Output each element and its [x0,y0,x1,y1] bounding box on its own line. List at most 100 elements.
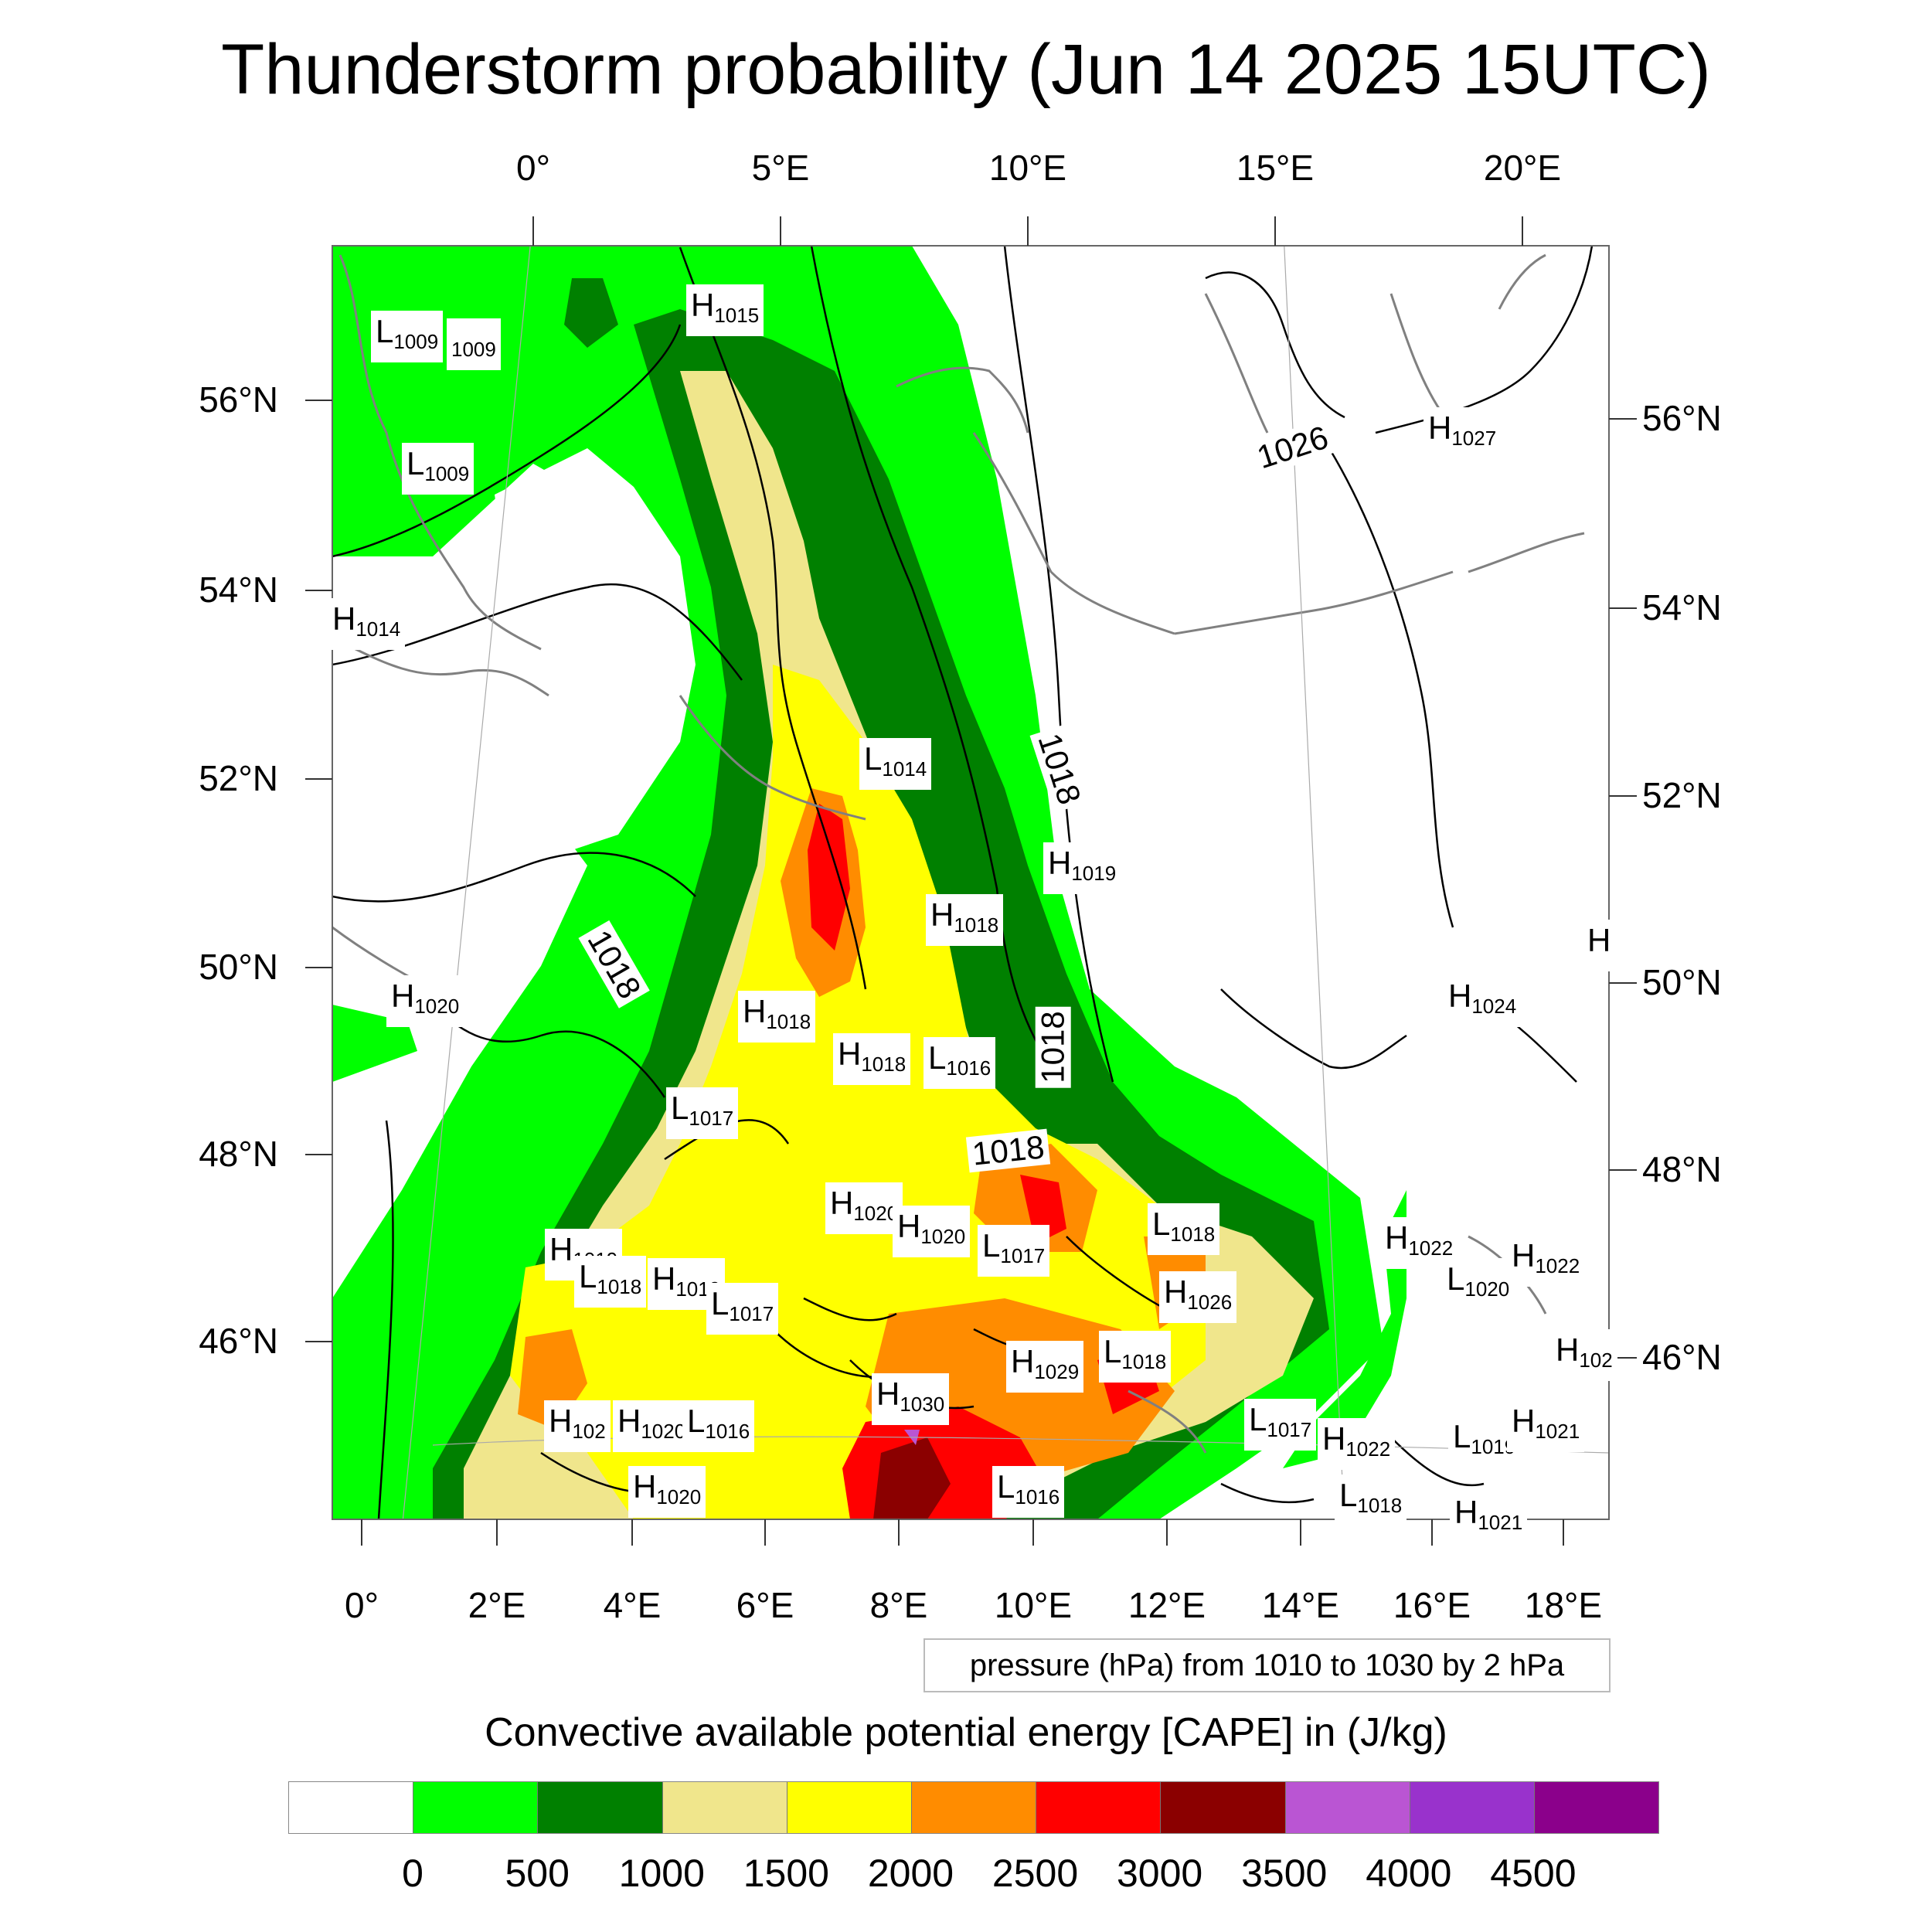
colorbar-label: 3500 [1241,1852,1328,1895]
axis-ticks [305,216,1637,1546]
right-lat-label: 56°N [1642,398,1722,438]
colorbar-label: 500 [505,1852,570,1895]
cape-field-white-gap [332,448,696,912]
bottom-lon-label: 12°E [1128,1585,1206,1625]
pressure-center-label: H1018 [738,991,816,1043]
pressure-center-label: L1018 [1148,1203,1220,1255]
top-lon-label: 20°E [1483,148,1562,188]
colorbar-swatch [662,1782,787,1833]
isobar-label: 1018 [1035,1006,1071,1088]
colorbar-label: 4000 [1366,1852,1452,1895]
pressure-center-label: H1024 [1444,975,1522,1027]
pressure-center-label: L1016 [923,1037,996,1089]
colorbar-swatch [1161,1782,1286,1833]
cape-field-green-e [1283,1190,1406,1468]
pressure-center-label: H1019 [1043,842,1121,894]
left-lat-label: 50°N [199,947,278,987]
pressure-center-label: H [1583,920,1616,971]
pressure-center-label: L1017 [666,1087,739,1139]
cape-field-white-gap [332,896,541,1028]
bottom-lon-label: 10°E [994,1585,1073,1625]
cape-field [332,246,1609,1519]
colorbar-swatch [1410,1782,1535,1833]
top-lon-label: 15°E [1236,148,1315,188]
pressure-center-label: H1014 [328,598,406,650]
pressure-center-label: H1018 [833,1033,911,1085]
right-lat-label: 50°N [1642,962,1722,1002]
colorbar-label: 2000 [867,1852,954,1895]
colorbar-swatch [911,1782,1037,1833]
colorbar-swatch [1285,1782,1410,1833]
pressure-center-label: H1020 [386,975,464,1027]
right-lat-label: 46°N [1642,1337,1722,1377]
isobars [332,246,1594,1519]
left-lat-label: 46°N [199,1321,278,1361]
colorbar-label: 0 [402,1852,423,1895]
pressure-center-label: L1018 [1335,1475,1407,1526]
pressure-center-label: H1020 [893,1206,971,1257]
colorbar-swatch [1534,1782,1659,1833]
pressure-center-label: L1018 [1099,1331,1172,1383]
colorbar-label: 1000 [618,1852,705,1895]
top-lon-label: 0° [516,148,550,188]
pressure-center-label: H1027 [1423,407,1502,459]
bottom-lon-label: 14°E [1261,1585,1340,1625]
colorbar-title: Convective available potential energy [C… [485,1710,1447,1755]
bottom-lon-label: 2°E [468,1585,526,1625]
pressure-center-label: L1009 [371,311,444,362]
top-lon-label: 5°E [751,148,810,188]
bottom-lon-label: 8°E [869,1585,928,1625]
colorbar-label: 2500 [992,1852,1079,1895]
colorbar [288,1781,1659,1834]
left-lat-label: 54°N [199,570,278,610]
pressure-center-label: L1020 [1442,1258,1515,1310]
pressure-center-label: L1017 [706,1283,779,1335]
bottom-lon-label: 0° [345,1585,379,1625]
colorbar-swatch [413,1782,539,1833]
pressure-center-label: L1017 [1244,1399,1317,1451]
right-lat-label: 52°N [1642,775,1722,815]
pressure-center-label: H1018 [926,894,1004,946]
pressure-center-label: L1016 [682,1400,755,1452]
pressure-center-label: H1020 [613,1400,691,1452]
pressure-center-label: H1022 [1318,1418,1396,1470]
colorbar-swatch [289,1782,414,1833]
pressure-center-label: H1020 [825,1182,903,1234]
right-lat-label: 54°N [1642,587,1722,628]
left-lat-label: 56°N [199,379,278,420]
bottom-lon-label: 6°E [736,1585,794,1625]
pressure-center-label: H1021 [1507,1400,1585,1452]
coastlines [332,253,1585,1454]
cape-field-dark-red [873,1437,951,1519]
page-title: Thunderstorm probability (Jun 14 2025 15… [221,30,1711,109]
cape-field-red [808,804,850,951]
pressure-center-label: H1020 [628,1466,706,1518]
pressure-center-label: H102 [544,1400,611,1452]
pressure-center-label: L1009 [402,443,474,495]
colorbar-swatch [1036,1782,1162,1833]
colorbar-label: 4500 [1490,1852,1577,1895]
bottom-lon-label: 4°E [603,1585,662,1625]
colorbar-label: 1500 [743,1852,829,1895]
pressure-center-label: L1016 [992,1466,1065,1518]
pressure-center-label: H1026 [1159,1271,1237,1323]
colorbar-swatch [538,1782,663,1833]
cape-field-dark-green-nw [564,278,618,348]
pressure-center-label: L1014 [859,738,932,790]
pressure-center-label: L1017 [978,1225,1050,1277]
top-lon-label: 10°E [988,148,1067,188]
pressure-center-label: H1030 [872,1373,950,1425]
colorbar-swatch [787,1782,912,1833]
pressure-center-label: H1015 [686,284,764,336]
pressure-center-label: H102 [1551,1329,1617,1381]
map-frame [332,245,1610,1520]
left-lat-label: 48°N [199,1134,278,1174]
pressure-center-label: H1021 [1450,1492,1528,1543]
pressure-center-label: H1029 [1006,1341,1084,1393]
right-lat-label: 48°N [1642,1149,1722,1189]
pressure-center-label: L1018 [574,1256,647,1308]
colorbar-label: 3000 [1117,1852,1203,1895]
left-lat-label: 52°N [199,758,278,798]
bottom-lon-label: 18°E [1524,1585,1603,1625]
